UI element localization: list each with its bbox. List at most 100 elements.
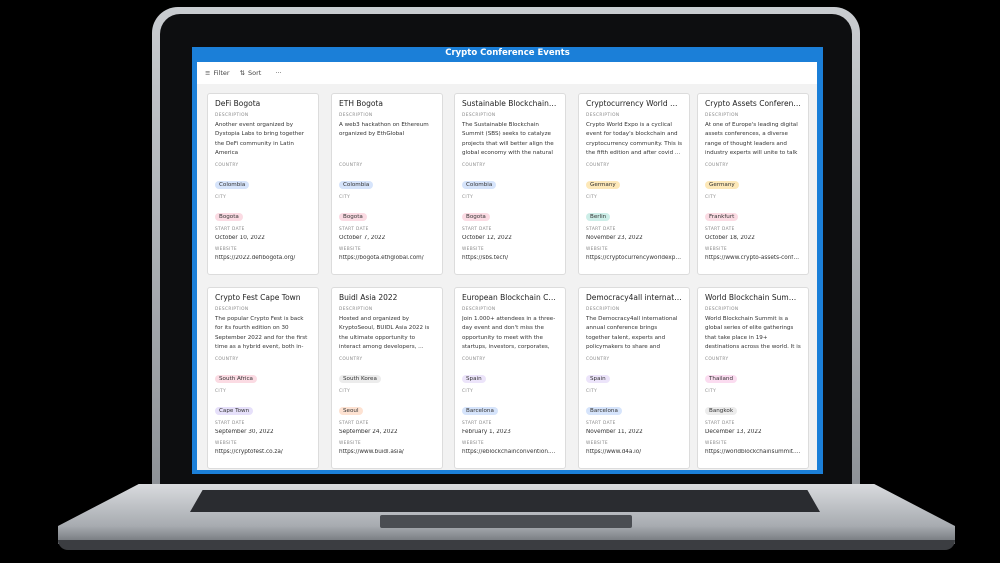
city-label: CITY [462,195,474,200]
website-link[interactable]: https://2022.defibogota.org/ [215,255,296,261]
country-tag: South Korea [339,375,381,383]
website-label: WEBSITE [586,441,608,446]
country-tag: Thailand [705,375,738,383]
description-label: DESCRIPTION [215,307,249,312]
description-label: DESCRIPTION [586,307,620,312]
more-icon: ··· [275,69,282,77]
city-label: CITY [215,389,227,394]
event-card[interactable]: Democracy4all internatio... DESCRIPTION … [578,287,690,469]
website-link[interactable]: https://bogota.ethglobal.com/ [339,255,424,261]
country-label: COUNTRY [462,357,486,362]
card-description: A web3 hackathon on Ethereum organized b… [339,122,429,138]
event-card[interactable]: Crypto Assets Conference DESCRIPTION At … [697,93,809,275]
website-link[interactable]: https://www.d4a.io/ [586,449,642,455]
card-description: The Democracy4all international annual c… [586,316,678,350]
website-label: WEBSITE [586,247,608,252]
laptop-keyboard [190,490,820,512]
card-title: Buidl Asia 2022 [339,293,398,302]
website-link[interactable]: https://eblockchainconvention.co... [462,449,558,455]
event-card[interactable]: World Blockchain Summit... DESCRIPTION W… [697,287,809,469]
start-date-value: October 12, 2022 [462,235,512,241]
window-title: Crypto Conference Events [445,48,570,58]
sort-icon: ⇅ [239,69,246,77]
website-label: WEBSITE [339,441,361,446]
start-date-label: START DATE [705,421,735,426]
country-label: COUNTRY [339,163,363,168]
website-label: WEBSITE [705,441,727,446]
start-date-label: START DATE [215,227,245,232]
start-date-label: START DATE [462,227,492,232]
event-card[interactable]: DeFi Bogota DESCRIPTION Another event or… [207,93,319,275]
event-card[interactable]: Sustainable Blockchain Su... DESCRIPTION… [454,93,566,275]
website-link[interactable]: https://sbs.tech/ [462,255,509,261]
card-title: Democracy4all internatio... [586,293,682,302]
card-description: Hosted and organized by KryptoSeoul, BUI… [339,316,430,350]
card-description: At one of Europe's leading digital asset… [705,122,798,156]
card-gallery: DeFi Bogota DESCRIPTION Another event or… [197,84,817,470]
city-label: CITY [339,389,351,394]
event-card[interactable]: Crypto Fest Cape Town DESCRIPTION The po… [207,287,319,469]
city-tag: Cape Town [215,407,254,415]
card-description: The Sustainable Blockchain Summit (SBS) … [462,122,554,156]
website-label: WEBSITE [215,247,237,252]
city-tag: Bogota [462,213,490,221]
country-label: COUNTRY [339,357,363,362]
website-label: WEBSITE [462,441,484,446]
city-label: CITY [586,389,598,394]
start-date-value: October 18, 2022 [705,235,755,241]
event-card[interactable]: European Blockchain Con... DESCRIPTION J… [454,287,566,469]
website-link[interactable]: https://www.buidl.asia/ [339,449,404,455]
card-description: Join 1.000+ attendees in a three-day eve… [462,316,556,350]
website-label: WEBSITE [462,247,484,252]
description-label: DESCRIPTION [462,113,496,118]
event-card[interactable]: ETH Bogota DESCRIPTION A web3 hackathon … [331,93,443,275]
description-label: DESCRIPTION [339,113,373,118]
start-date-label: START DATE [586,227,616,232]
city-tag: Berlin [586,213,611,221]
start-date-label: START DATE [462,421,492,426]
card-title: Crypto Fest Cape Town [215,293,301,302]
start-date-label: START DATE [339,421,369,426]
filter-label: Filter [213,69,230,77]
website-link[interactable]: https://cryptofest.co.za/ [215,449,283,455]
sort-label: Sort [248,69,262,77]
start-date-label: START DATE [705,227,735,232]
card-title: European Blockchain Con... [462,293,558,302]
event-card[interactable]: Cryptocurrency World Expo DESCRIPTION Cr… [578,93,690,275]
country-label: COUNTRY [215,357,239,362]
website-link[interactable]: https://cryptocurrencyworldexpo... [586,255,682,261]
description-label: DESCRIPTION [705,113,739,118]
country-label: COUNTRY [586,357,610,362]
start-date-label: START DATE [215,421,245,426]
city-tag: Barcelona [586,407,622,415]
card-title: World Blockchain Summit... [705,293,801,302]
website-label: WEBSITE [215,441,237,446]
description-label: DESCRIPTION [586,113,620,118]
start-date-value: October 10, 2022 [215,235,265,241]
start-date-value: November 11, 2022 [586,429,643,435]
card-description: The popular Crypto Fest is back for its … [215,316,308,350]
event-card[interactable]: Buidl Asia 2022 DESCRIPTION Hosted and o… [331,287,443,469]
country-tag: Germany [586,181,620,189]
description-label: DESCRIPTION [215,113,249,118]
city-label: CITY [462,389,474,394]
start-date-value: November 23, 2022 [586,235,643,241]
laptop-base-edge [58,540,955,550]
sort-button[interactable]: ⇅ Sort [240,69,262,77]
website-link[interactable]: https://worldblockchainsummit.c... [705,449,801,455]
laptop-trackpad [380,515,632,528]
more-options-button[interactable]: ··· [275,69,281,77]
filter-button[interactable]: ≡ Filter [205,69,230,77]
start-date-label: START DATE [586,421,616,426]
city-label: CITY [705,195,717,200]
city-tag: Bogota [339,213,367,221]
country-tag: Germany [705,181,739,189]
card-title: Cryptocurrency World Expo [586,99,682,108]
website-link[interactable]: https://www.crypto-assets-confer... [705,255,801,261]
country-label: COUNTRY [215,163,239,168]
website-label: WEBSITE [339,247,361,252]
country-label: COUNTRY [586,163,610,168]
card-description: World Blockchain Summit is a global seri… [705,316,801,350]
start-date-value: September 24, 2022 [339,429,398,435]
city-tag: Bangkok [705,407,738,415]
